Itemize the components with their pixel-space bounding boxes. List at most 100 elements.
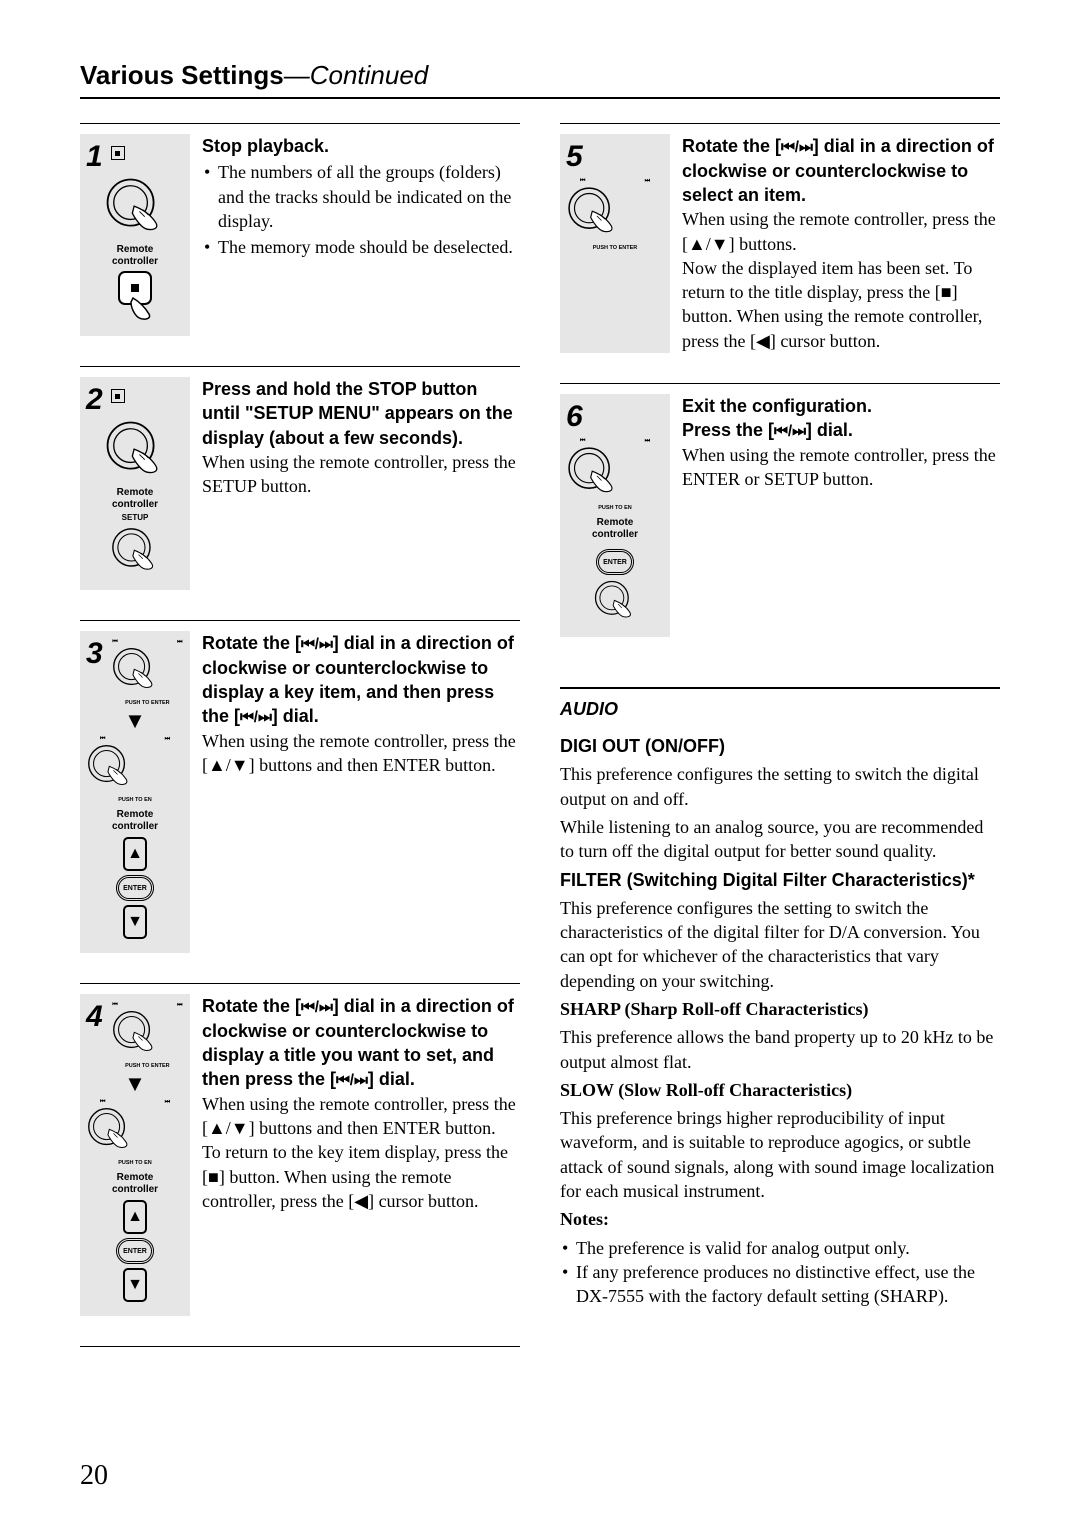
step-6-icons: 6 ⏮⏭ PUSH TO EN Remotecontroller ENTER — [560, 394, 670, 637]
skip-icons: ⏮/⏭ — [781, 139, 813, 156]
down-button-icon: ▼ — [123, 905, 147, 939]
step-6-text: When using the remote controller, press … — [682, 443, 1000, 492]
dial-knob-icon — [593, 579, 637, 623]
dial-knob-icon — [111, 646, 159, 694]
push-to-enter-label: PUSH TO ENTER — [566, 245, 664, 251]
step-5-body: Rotate the [⏮/⏭] dial in a direction of … — [682, 134, 1000, 353]
setup-knob-icon — [110, 526, 160, 576]
skip-icons: ⏮/⏭ — [336, 1072, 368, 1089]
step-1-heading: Stop playback. — [202, 136, 329, 156]
skip-icons: ⏮/⏭ — [774, 423, 806, 440]
list-item: If any preference produces no distinctiv… — [560, 1260, 1000, 1309]
step-5-text2: Now the displayed item has been set. To … — [682, 256, 1000, 353]
next-track-icon: ⏭ — [645, 178, 650, 185]
step-2-num: 2 — [86, 385, 103, 415]
step-3-text: When using the remote controller, press … — [202, 729, 520, 778]
push-to-en-label: PUSH TO EN — [566, 505, 664, 511]
audio-section: AUDIO DIGI OUT (ON/OFF) This preference … — [560, 687, 1000, 1309]
list-item: The numbers of all the groups (folders) … — [202, 160, 520, 233]
right-column: 5 ⏮ ⏭ PUSH TO ENTER Rotate the [⏮/⏭] dial… — [560, 123, 1000, 1347]
remote-label: Remotecontroller — [592, 517, 638, 541]
step-2: 2 Remotecontroller SETUP Press and hold … — [80, 366, 520, 620]
push-to-enter-label: PUSH TO ENTER — [111, 1063, 184, 1069]
prev-track-icon: ⏮ — [580, 438, 585, 445]
step-2-text: When using the remote controller, press … — [202, 450, 520, 499]
notes-heading: Notes: — [560, 1209, 609, 1229]
next-track-icon: ⏭ — [165, 1099, 170, 1106]
dial-knob-icon — [104, 176, 166, 238]
sharp-heading: SHARP (Sharp Roll-off Characteristics) — [560, 999, 868, 1019]
step-3-body: Rotate the [⏮/⏭] dial in a direction of … — [202, 631, 520, 953]
digi-out-p1: This preference configures the setting t… — [560, 762, 1000, 811]
step-1-body: Stop playback. The numbers of all the gr… — [202, 134, 520, 336]
prev-track-icon: ⏮ — [112, 639, 117, 646]
next-track-icon: ⏭ — [177, 1002, 182, 1009]
dial-knob-icon — [566, 185, 620, 239]
remote-label: Remotecontroller — [112, 487, 158, 511]
prev-track-icon: ⏮ — [100, 736, 105, 743]
step-6: 6 ⏮⏭ PUSH TO EN Remotecontroller ENTER E… — [560, 383, 1000, 667]
digi-out-p2: While listening to an analog source, you… — [560, 815, 1000, 864]
remote-stop-button-icon — [113, 268, 157, 322]
step-3-num: 3 — [86, 639, 103, 669]
list-item: The preference is valid for analog outpu… — [560, 1236, 1000, 1260]
page-number: 20 — [80, 1460, 108, 1492]
step-6-heading2: Press the [⏮/⏭] dial. — [682, 420, 853, 440]
step-4-heading: Rotate the [⏮/⏭] dial in a direction of … — [202, 996, 514, 1089]
next-track-icon: ⏭ — [177, 639, 182, 646]
step-5: 5 ⏮ ⏭ PUSH TO ENTER Rotate the [⏮/⏭] dial… — [560, 123, 1000, 383]
title-text: Various Settings — [80, 60, 284, 90]
step-5-icons: 5 ⏮ ⏭ PUSH TO ENTER — [560, 134, 670, 353]
up-button-icon: ▲ — [123, 1200, 147, 1234]
sharp-p: This preference allows the band property… — [560, 1025, 1000, 1074]
step-6-body: Exit the configuration. Press the [⏮/⏭] … — [682, 394, 1000, 637]
list-item: The memory mode should be deselected. — [202, 235, 520, 259]
push-to-enter-label: PUSH TO ENTER — [111, 700, 184, 706]
dial-knob-icon — [86, 743, 134, 791]
push-to-en-label: PUSH TO EN — [86, 1160, 184, 1166]
stop-small-icon — [111, 146, 125, 160]
skip-icons: ⏮/⏭ — [301, 636, 333, 653]
enter-button-icon: ENTER — [116, 1238, 154, 1264]
step-4-body: Rotate the [⏮/⏭] dial in a direction of … — [202, 994, 520, 1316]
step-5-num: 5 — [566, 142, 583, 172]
remote-label: Remotecontroller — [112, 1172, 158, 1196]
step-4-num: 4 — [86, 1002, 103, 1032]
step-1-num: 1 — [86, 142, 103, 172]
step-3-heading: Rotate the [⏮/⏭] dial in a direction of … — [202, 633, 514, 726]
step-6-num: 6 — [566, 402, 583, 432]
up-button-icon: ▲ — [123, 837, 147, 871]
down-arrow-icon: ▼ — [124, 1071, 146, 1097]
prev-track-icon: ⏮ — [112, 1002, 117, 1009]
audio-title: AUDIO — [560, 699, 1000, 720]
next-track-icon: ⏭ — [645, 438, 650, 445]
step-5-text: When using the remote controller, press … — [682, 207, 1000, 256]
push-to-en-label: PUSH TO EN — [86, 797, 184, 803]
step-3: 3 ⏮⏭ PUSH TO ENTER ▼ ⏮⏭ PUSH TO EN Remot… — [80, 620, 520, 983]
step-5-heading: Rotate the [⏮/⏭] dial in a direction of … — [682, 136, 994, 205]
step-4-text2: To return to the key item display, press… — [202, 1140, 520, 1213]
slow-heading: SLOW (Slow Roll-off Characteristics) — [560, 1080, 852, 1100]
down-button-icon: ▼ — [123, 1268, 147, 1302]
skip-icons: ⏮/⏭ — [301, 999, 333, 1016]
filter-heading: FILTER (Switching Digital Filter Charact… — [560, 870, 975, 890]
left-column: 1 Remotecontroller Stop playback. The nu… — [80, 123, 520, 1347]
slow-p: This preference brings higher reproducib… — [560, 1106, 1000, 1203]
step-6-heading: Exit the configuration. — [682, 396, 872, 416]
step-2-body: Press and hold the STOP button until "SE… — [202, 377, 520, 590]
step-4-icons: 4 ⏮ ⏭ PUSH TO ENTER ▼ ⏮ ⏭ PUSH TO EN Remot… — [80, 994, 190, 1316]
step-3-icons: 3 ⏮⏭ PUSH TO ENTER ▼ ⏮⏭ PUSH TO EN Remot… — [80, 631, 190, 953]
filter-p: This preference configures the setting t… — [560, 896, 1000, 993]
skip-icons: ⏮/⏭ — [240, 709, 272, 726]
step-2-icons: 2 Remotecontroller SETUP — [80, 377, 190, 590]
step-4-text: When using the remote controller, press … — [202, 1092, 520, 1141]
digi-out-heading: DIGI OUT (ON/OFF) — [560, 736, 725, 756]
continued-text: —Continued — [284, 60, 429, 90]
prev-track-icon: ⏮ — [100, 1099, 105, 1106]
step-2-heading: Press and hold the STOP button until "SE… — [202, 379, 513, 448]
step-1: 1 Remotecontroller Stop playback. The nu… — [80, 123, 520, 366]
dial-knob-icon — [566, 445, 620, 499]
prev-track-icon: ⏮ — [580, 178, 585, 185]
stop-small-icon — [111, 389, 125, 403]
enter-button-icon: ENTER — [116, 875, 154, 901]
